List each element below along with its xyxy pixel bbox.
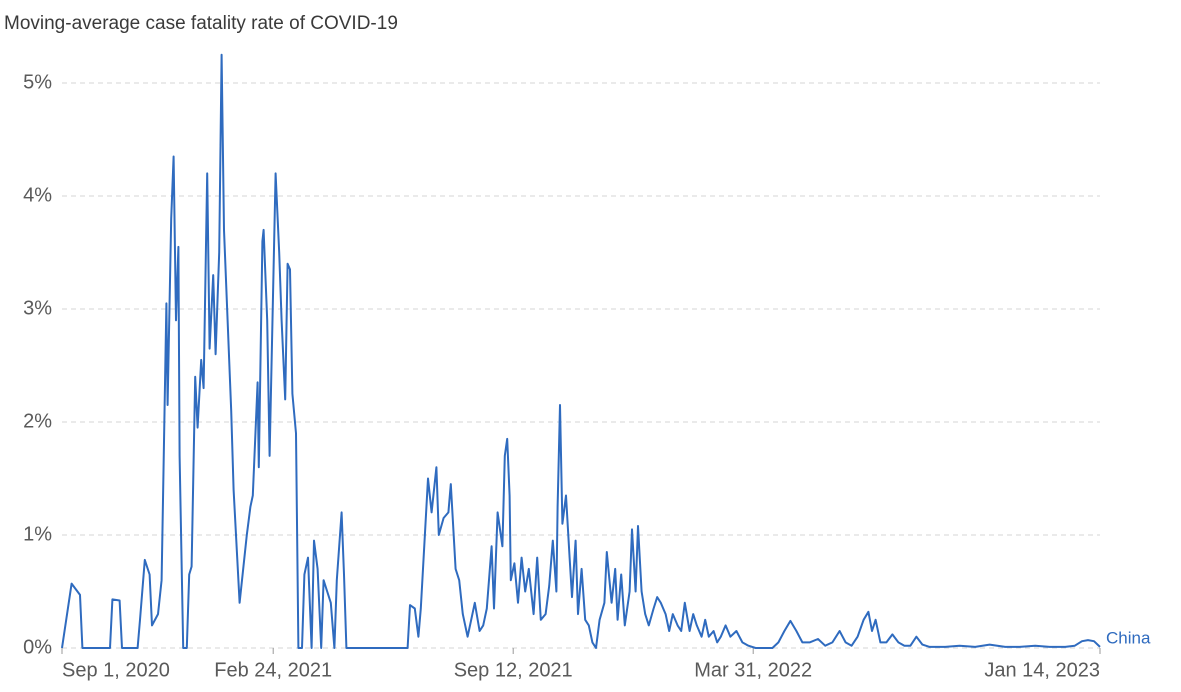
y-tick-label: 0% xyxy=(23,636,52,658)
data-line xyxy=(61,53,1101,649)
series-label: China xyxy=(1106,628,1151,647)
x-tick-label: Feb 24, 2021 xyxy=(214,659,332,681)
y-tick-label: 1% xyxy=(23,523,52,545)
y-tick-label: 3% xyxy=(23,297,52,319)
x-tick-label: Mar 31, 2022 xyxy=(694,659,812,681)
y-tick-label: 5% xyxy=(23,71,52,93)
x-tick-label: Sep 1, 2020 xyxy=(62,659,170,681)
y-tick-label: 4% xyxy=(23,184,52,206)
y-tick-label: 2% xyxy=(23,410,52,432)
x-tick-label: Sep 12, 2021 xyxy=(454,659,573,681)
chart-title: Moving-average case fatality rate of COV… xyxy=(4,13,398,34)
x-tick-label: Jan 14, 2023 xyxy=(984,659,1100,681)
